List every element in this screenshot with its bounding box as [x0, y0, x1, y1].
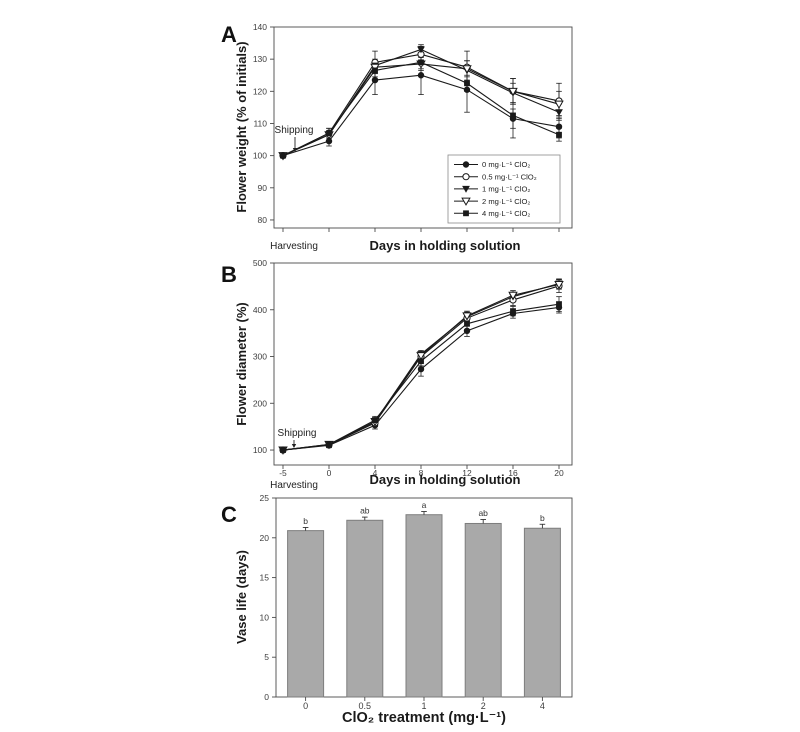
svg-text:120: 120 [253, 86, 267, 96]
svg-text:2: 2 [481, 701, 486, 711]
svg-text:16: 16 [508, 468, 518, 478]
svg-text:140: 140 [253, 22, 267, 32]
svg-text:400: 400 [253, 305, 267, 315]
panel-b-label: B [221, 262, 237, 287]
svg-text:Days in holding solution: Days in holding solution [370, 472, 521, 487]
svg-text:0.5: 0.5 [359, 701, 372, 711]
svg-text:ab: ab [478, 508, 488, 518]
svg-text:1 mg·L⁻¹ ClO₂: 1 mg·L⁻¹ ClO₂ [482, 185, 530, 194]
svg-text:-5: -5 [279, 468, 287, 478]
svg-text:a: a [422, 500, 427, 510]
svg-text:b: b [303, 516, 308, 526]
svg-text:Flower diameter (%): Flower diameter (%) [234, 302, 249, 426]
vase-life-bar-chart: 0 5 10 15 20 25 b 0 ab 0.5 a 1 ab 2 b 4 ClO₂ treatment (… [234, 493, 573, 726]
panel-c-label: C [221, 502, 237, 527]
svg-text:12: 12 [462, 468, 472, 478]
svg-text:5: 5 [264, 652, 269, 662]
svg-text:Days in holding solution: Days in holding solution [370, 238, 521, 253]
flower-diameter-line-chart: 100 200 300 400 500 -5 0 4 8 12 16 20 Days in holdin… [234, 258, 573, 491]
svg-text:100: 100 [253, 445, 267, 455]
svg-text:100: 100 [253, 151, 267, 161]
svg-text:ClO₂ treatment (mg·L⁻¹): ClO₂ treatment (mg·L⁻¹) [342, 710, 506, 726]
svg-text:Harvesting: Harvesting [270, 480, 318, 491]
svg-text:130: 130 [253, 54, 267, 64]
svg-text:90: 90 [258, 183, 268, 193]
svg-text:4 mg·L⁻¹ ClO₂: 4 mg·L⁻¹ ClO₂ [482, 209, 530, 218]
svg-text:b: b [540, 513, 545, 523]
svg-text:110: 110 [253, 118, 267, 128]
svg-text:Flower weight (% of initials): Flower weight (% of initials) [234, 41, 249, 212]
svg-text:10: 10 [260, 612, 270, 622]
svg-text:0: 0 [327, 468, 332, 478]
svg-text:4: 4 [373, 468, 378, 478]
svg-text:0.5 mg·L⁻¹ ClO₂: 0.5 mg·L⁻¹ ClO₂ [482, 172, 537, 181]
svg-text:80: 80 [258, 215, 268, 225]
svg-text:0 mg·L⁻¹ ClO₂: 0 mg·L⁻¹ ClO₂ [482, 160, 530, 169]
svg-text:1: 1 [421, 701, 426, 711]
svg-text:Shipping: Shipping [275, 125, 314, 136]
svg-text:8: 8 [419, 468, 424, 478]
svg-text:200: 200 [253, 398, 267, 408]
svg-text:2 mg·L⁻¹ ClO₂: 2 mg·L⁻¹ ClO₂ [482, 197, 530, 206]
svg-text:0: 0 [264, 692, 269, 702]
svg-text:ab: ab [360, 506, 370, 516]
svg-text:20: 20 [554, 468, 564, 478]
svg-text:Shipping: Shipping [278, 428, 317, 439]
svg-text:300: 300 [253, 352, 267, 362]
svg-text:20: 20 [260, 533, 270, 543]
panel-a-label: A [221, 22, 237, 47]
svg-text:4: 4 [540, 701, 545, 711]
svg-text:15: 15 [260, 573, 270, 583]
svg-text:0: 0 [303, 701, 308, 711]
svg-text:Vase life (days): Vase life (days) [234, 550, 249, 644]
svg-text:Harvesting: Harvesting [270, 241, 318, 252]
flower-weight-line-chart: 80 90 100 110 120 130 140 Days in holding solut… [234, 22, 573, 253]
svg-text:500: 500 [253, 258, 267, 268]
svg-text:25: 25 [260, 493, 270, 503]
